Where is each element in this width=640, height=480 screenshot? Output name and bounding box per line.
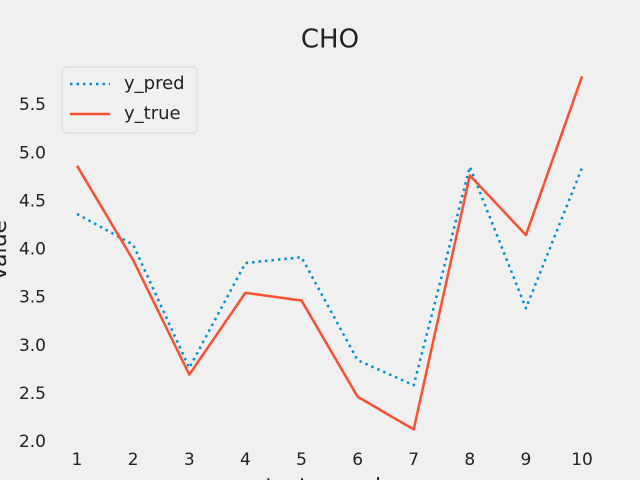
line-series — [75, 75, 584, 431]
y-tick-label: 5.0 — [19, 143, 46, 163]
x-tick-label: 3 — [184, 450, 195, 470]
x-axis-label: test sample — [265, 475, 394, 480]
x-tick-label: 4 — [240, 450, 251, 470]
y-axis-label: value — [0, 220, 12, 280]
y-tick-label: 3.0 — [19, 336, 46, 356]
y-tick-label: 2.0 — [19, 432, 46, 452]
y-tick-label: 4.0 — [19, 240, 46, 260]
y-tick-label: 4.5 — [19, 191, 46, 211]
legend-box — [61, 66, 198, 134]
x-tick-label: 2 — [128, 450, 139, 470]
legend-label: y_pred — [124, 73, 185, 94]
line-series — [76, 165, 584, 387]
x-tick-label: 1 — [72, 450, 83, 470]
x-tick-label: 5 — [296, 450, 307, 470]
y-tick-label: 2.5 — [19, 384, 46, 404]
x-tick-label: 10 — [571, 450, 593, 470]
legend-label: y_true — [124, 103, 181, 124]
chart-title: CHO — [301, 25, 359, 55]
x-tick-label: 9 — [521, 450, 532, 470]
x-tick-label: 6 — [352, 450, 363, 470]
y-tick-label: 5.5 — [19, 95, 46, 115]
x-tick-label: 7 — [408, 450, 419, 470]
x-tick-label: 8 — [464, 450, 475, 470]
y-tick-label: 3.5 — [19, 288, 46, 308]
